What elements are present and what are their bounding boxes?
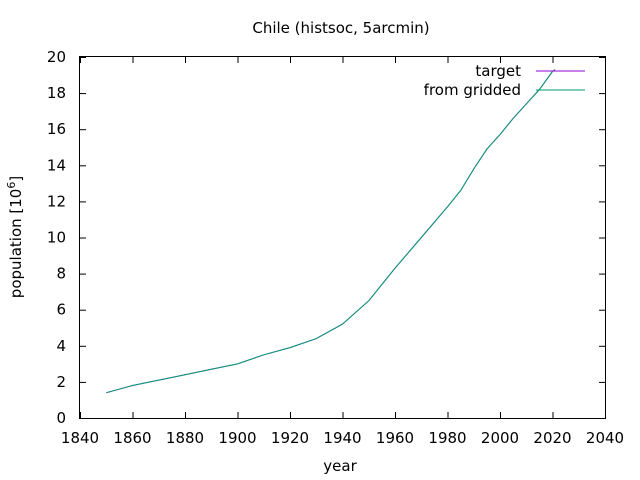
series-line-from-gridded [106, 69, 556, 394]
y-tick-label: 8 [56, 265, 66, 283]
x-tick-label: 1840 [61, 429, 99, 447]
x-axis-label: year [323, 457, 357, 475]
x-tick-label: 2020 [533, 429, 571, 447]
x-tick-label: 1900 [218, 429, 256, 447]
x-tick-label: 2040 [586, 429, 624, 447]
y-tick-label: 12 [47, 192, 66, 210]
y-axis-label: population [106] [5, 176, 25, 298]
x-tick-label: 1880 [166, 429, 204, 447]
series-lines [106, 69, 556, 394]
x-tick-label: 1980 [428, 429, 466, 447]
y-tick-label: 18 [47, 84, 66, 102]
y-axis-label-main: population [10 [7, 189, 25, 299]
x-tick-label: 1940 [323, 429, 361, 447]
y-tick-label: 2 [56, 373, 66, 391]
y-tick-label: 20 [47, 48, 66, 66]
y-tick-label: 0 [56, 409, 66, 427]
legend-label-target: target [475, 62, 521, 80]
x-tick-label: 2000 [481, 429, 519, 447]
y-tick-label: 16 [47, 120, 66, 138]
y-axis-ticks: 0 2 4 6 8 10 12 14 16 18 20 [47, 48, 605, 427]
legend-label-from-gridded: from gridded [424, 81, 521, 99]
y-tick-label: 4 [56, 337, 66, 355]
y-axis-label-close: ] [7, 176, 25, 182]
y-tick-label: 10 [47, 229, 66, 247]
series-line-target [106, 69, 556, 394]
y-axis-label-exponent: 6 [5, 182, 18, 189]
x-tick-label: 1860 [113, 429, 151, 447]
chart-title: Chile (histsoc, 5arcmin) [252, 19, 429, 37]
y-tick-label: 6 [56, 301, 66, 319]
legend: target from gridded [424, 62, 585, 99]
x-axis-ticks: 1840 1860 1880 1900 1920 1940 1960 1980 2000 2020… [61, 57, 624, 447]
plot-area-frame [79, 56, 606, 419]
x-tick-label: 1960 [376, 429, 414, 447]
x-tick-label: 1920 [271, 429, 309, 447]
y-tick-label: 14 [47, 156, 66, 174]
